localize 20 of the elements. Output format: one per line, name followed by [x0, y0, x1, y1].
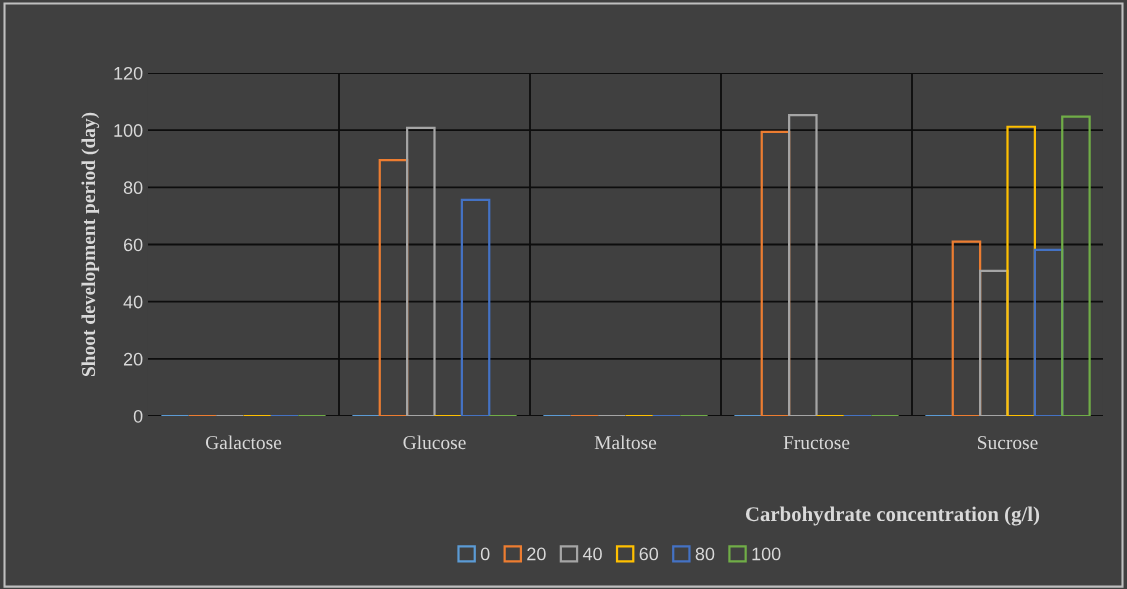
x-tick-label: Maltose: [594, 435, 657, 450]
legend-label: 100: [752, 547, 781, 561]
y-tick-label: 40: [123, 295, 143, 309]
x-tick-label: Glucose: [403, 435, 466, 450]
legend-label: 60: [639, 547, 659, 561]
legend-label: 80: [695, 547, 715, 561]
y-tick-label: 0: [133, 409, 143, 423]
legend-label: 40: [582, 547, 602, 561]
y-tick-label: 20: [123, 352, 143, 366]
x-tick-label: Fructose: [783, 436, 850, 450]
x-tick-label: Sucrose: [978, 436, 1038, 450]
legend-label: 20: [527, 547, 546, 561]
x-tick-label: Galactose: [205, 435, 282, 450]
y-axis-title: Shoot development period (day): [81, 112, 100, 377]
y-tick-label: 60: [123, 238, 143, 252]
legend-label: 0: [480, 547, 490, 561]
y-tick-label: 120: [114, 66, 143, 80]
x-axis-title: Carbohydrate concentration (g/l): [745, 506, 1040, 526]
y-tick-label: 100: [114, 124, 143, 137]
y-tick-label: 80: [123, 181, 143, 195]
